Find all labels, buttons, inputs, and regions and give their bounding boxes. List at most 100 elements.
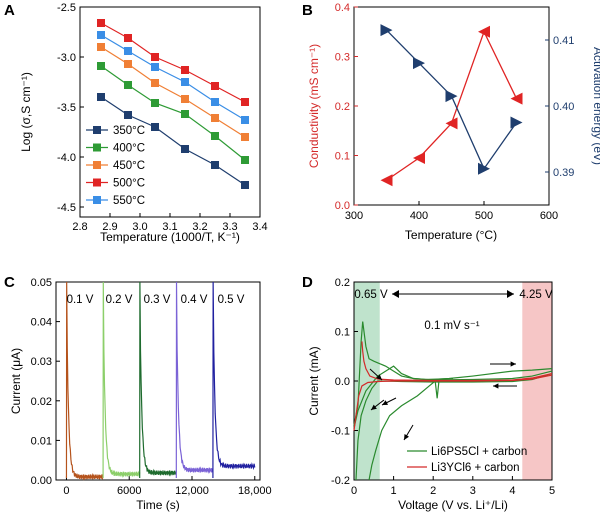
panel-b-activation-point	[510, 116, 523, 129]
panel-c-series-line	[102, 281, 141, 479]
panel-d-shaded-regions	[354, 282, 552, 480]
panel-a-xtick-label: 3.1	[162, 221, 177, 233]
panel-d-legend-label: Li6PS5Cl + carbon	[431, 446, 527, 458]
panel-d-ytick-label: -0.2	[331, 475, 350, 487]
panel-b-ytick-left-label: 0.2	[335, 101, 350, 113]
panel-a-point	[151, 99, 159, 107]
panel-a-point	[241, 116, 249, 124]
panel-c-series-line	[212, 281, 256, 479]
panel-a-point	[181, 95, 189, 103]
panel-b-xlabel: Temperature (°C)	[405, 228, 497, 242]
panel-b-data	[380, 24, 523, 187]
panel-c-xtick-label: 12,000	[175, 485, 209, 497]
panel-c-ytick-label: 0.01	[31, 435, 52, 447]
panel-c-voltage-label: 0.4 V	[181, 294, 208, 306]
panel-b-chart: 300 400 500 6000.00.10.20.30.40.390.400.41 …	[307, 2, 600, 242]
panel-c-ylabel: Current (μA)	[9, 348, 23, 414]
panel-b-conductivity-point	[413, 151, 425, 164]
panel-letter-b: B	[302, 2, 313, 19]
panel-d-upper-limit-label: 4.25 V	[519, 289, 553, 301]
panel-a-point	[181, 110, 189, 118]
panel-a-point	[211, 161, 219, 169]
panel-c-voltage-label: 0.5 V	[218, 294, 245, 306]
panel-d-sweep-arrowhead	[493, 383, 499, 389]
panel-d-ytick-label: 0.1	[335, 327, 350, 339]
panel-a-point	[97, 43, 105, 51]
panel-a-point	[124, 81, 132, 89]
panel-d-lower-limit-label: 0.65 V	[354, 289, 388, 301]
panel-a-legend-marker	[93, 178, 101, 187]
panel-b-xtick-label: 600	[540, 210, 558, 222]
panel-d-window-arrowhead-left	[392, 290, 399, 298]
panel-d-sweep-arrowhead	[404, 434, 410, 440]
panel-b-ytick-left-label: 0.0	[335, 200, 350, 212]
panel-a-point	[181, 78, 189, 86]
panel-d-li3ycl6-curve	[361, 341, 553, 382]
panel-c-voltage-label: 0.1 V	[67, 294, 94, 306]
panel-d-li6ps5cl-curve	[353, 365, 553, 429]
panel-b-ytick-right-label: 0.41	[553, 35, 574, 47]
panel-b-axes: 300 400 500 600 0.0 0.1 0.2 0.3 0.4 0.39 0.40 0.41	[335, 2, 575, 222]
panel-d-ylabel: Current (mA)	[307, 346, 321, 415]
panel-c-axes: 0 6000 12,000 18,000 0.00 0.01 0.02 0.03 0.04 0.0…	[31, 277, 272, 497]
panel-a-legend: 350°C 400°C 450°C 500°C 550°C	[86, 125, 145, 207]
panel-a-legend-label: 400°C	[113, 143, 145, 155]
panel-d-xlabel: Voltage (V vs. Li⁺/Li)	[398, 498, 508, 512]
panel-b-xtick-label: 300	[345, 210, 363, 222]
panel-c-xtick-label: 0	[63, 485, 69, 497]
panel-b-activation-point	[413, 57, 425, 70]
panel-a-ylabel: Log (σ,S cm⁻¹)	[19, 72, 33, 152]
panel-d-chart: 0 1 2 3 4 5 0.2 0.1 0.0 -0.1 -0.2 0.65 V 4.25 V 0.1 …	[307, 277, 555, 512]
panel-a-ytick-label: -3.5	[57, 102, 76, 114]
panel-a-point	[211, 98, 219, 106]
panel-c-series-line	[175, 281, 214, 479]
panel-a-point	[211, 114, 219, 122]
panel-a-xtick-label: 3.4	[252, 221, 267, 233]
panel-d-xtick-label: 2	[430, 485, 436, 497]
panel-c-annotations: 0.1 V 0.2 V 0.3 V 0.4 V 0.5 V	[67, 294, 245, 306]
panel-a-xlabel: Temperature (1000/T, K⁻¹)	[100, 230, 240, 244]
panel-a-legend-label: 550°C	[113, 195, 145, 207]
panel-letter-c: C	[4, 274, 15, 291]
panel-d-legend-label: Li3YCl6 + carbon	[431, 462, 520, 474]
panel-d-ytick-label: 0.2	[335, 277, 350, 289]
panel-a-series-line	[100, 96, 246, 186]
panel-b-xtick-label: 500	[475, 210, 493, 222]
panel-a-point	[241, 98, 249, 106]
panel-b-ylabel-right: Activation energy (eV)	[591, 47, 600, 165]
panel-d-annotations: 0.65 V 4.25 V 0.1 mV s⁻¹	[354, 289, 553, 441]
panel-b-ylabel-left: Conductivity (mS cm⁻¹)	[307, 44, 321, 168]
panel-b-conductivity-point	[510, 92, 523, 105]
panel-a-data	[97, 19, 249, 189]
panel-d-scan-rate-label: 0.1 mV s⁻¹	[424, 320, 479, 332]
panel-a-point	[124, 60, 132, 68]
panel-b-conductivity-point	[445, 117, 458, 130]
panel-c-xtick-label: 18,000	[238, 485, 272, 497]
panel-a-series-line	[100, 46, 246, 138]
panel-a-axes: 2.8 2.9 3.0 3.1 3.2 3.3 3.4 -2.5 -3.0 -3.5 -4.0 -4.…	[57, 2, 268, 233]
panel-d-ytick-label: -0.1	[331, 426, 350, 438]
panel-c-series-line	[139, 281, 177, 479]
panel-b-conductivity-line	[386, 30, 518, 181]
panel-d-xtick-label: 4	[509, 485, 515, 497]
panel-d-xtick-label: 5	[549, 485, 555, 497]
panel-a-ytick-label: -4.0	[57, 152, 76, 164]
panel-a-legend-marker	[93, 126, 101, 134]
panel-a-series-line	[100, 22, 246, 103]
panel-c-ytick-label: 0.04	[31, 317, 52, 329]
panel-a-point	[124, 111, 132, 119]
panel-a-point	[181, 145, 189, 153]
panel-b-frame	[353, 6, 550, 206]
panel-d-axes: 0 1 2 3 4 5 0.2 0.1 0.0 -0.1 -0.2	[331, 277, 555, 497]
panel-a-point	[241, 181, 249, 189]
panel-a-series-line	[100, 65, 246, 161]
panel-d-sweep-arrowhead	[371, 404, 377, 410]
panel-b-conductivity-point	[380, 174, 393, 187]
panel-c-series-line	[65, 281, 104, 481]
panel-letter-d: D	[302, 274, 313, 291]
panel-d-ytick-label: 0.0	[335, 376, 350, 388]
panel-a-point	[211, 132, 219, 140]
panel-a-point	[241, 156, 249, 164]
panel-d-data	[353, 321, 553, 481]
